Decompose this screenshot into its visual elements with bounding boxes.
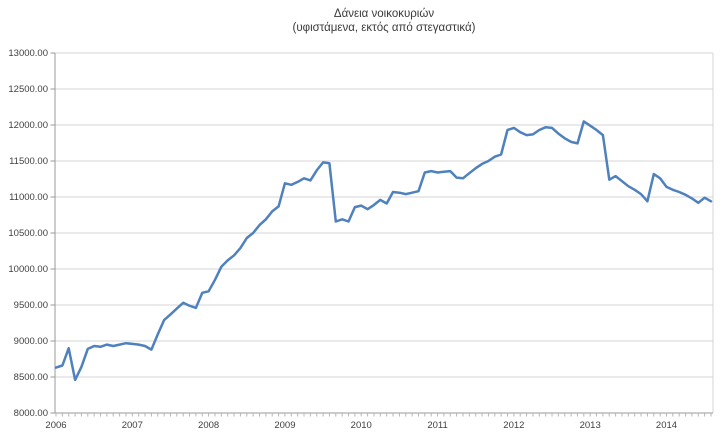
svg-text:8000.00: 8000.00 xyxy=(14,408,48,419)
svg-text:2006: 2006 xyxy=(45,420,66,431)
svg-text:2012: 2012 xyxy=(503,420,524,431)
svg-text:10500.00: 10500.00 xyxy=(8,228,48,239)
svg-text:13000.00: 13000.00 xyxy=(8,48,48,59)
x-axis-labels: 2006 2007 2008 2009 2010 2011 2012 2013 2014 xyxy=(45,420,677,431)
svg-text:9000.00: 9000.00 xyxy=(14,336,48,347)
svg-text:2011: 2011 xyxy=(427,420,447,431)
svg-text:11000.00: 11000.00 xyxy=(9,192,48,203)
svg-text:9500.00: 9500.00 xyxy=(14,300,48,311)
svg-text:12500.00: 12500.00 xyxy=(8,84,48,95)
svg-text:10000.00: 10000.00 xyxy=(8,264,48,275)
x-axis-ticks xyxy=(55,413,712,417)
svg-text:2014: 2014 xyxy=(656,420,677,431)
svg-text:2010: 2010 xyxy=(351,420,372,431)
y-axis-labels: 8000.00 8500.00 9000.00 9500.00 10000.00 1050… xyxy=(8,48,55,419)
chart-title: Δάνεια νοικοκυριών (υφιστάμενα, εκτός απ… xyxy=(55,7,713,35)
svg-text:11500.00: 11500.00 xyxy=(9,156,48,167)
svg-text:12000.00: 12000.00 xyxy=(8,120,48,131)
svg-text:2008: 2008 xyxy=(198,420,219,431)
data-line xyxy=(54,120,713,382)
chart-title-line2: (υφιστάμενα, εκτός από στεγαστικά) xyxy=(292,22,476,34)
svg-text:2013: 2013 xyxy=(580,420,601,431)
chart-title-line1: Δάνεια νοικοκυριών xyxy=(333,8,435,20)
svg-text:2007: 2007 xyxy=(122,420,143,431)
svg-text:8500.00: 8500.00 xyxy=(14,372,48,383)
y-gridlines xyxy=(55,52,714,413)
svg-text:2009: 2009 xyxy=(274,420,295,431)
